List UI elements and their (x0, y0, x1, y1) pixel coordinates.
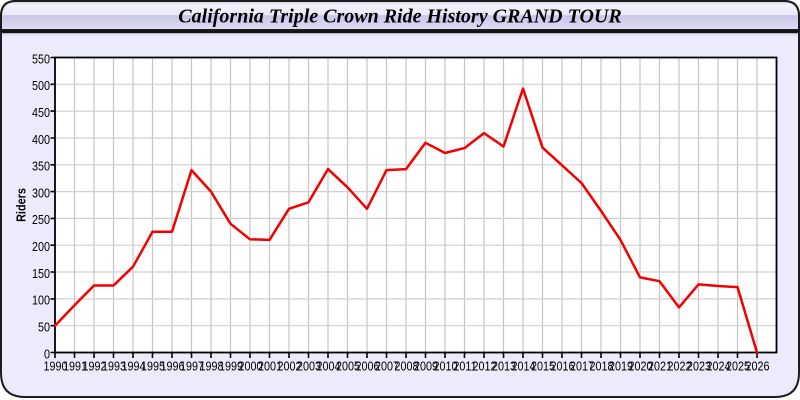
svg-text:100: 100 (32, 293, 50, 308)
svg-text:350: 350 (32, 159, 50, 174)
svg-text:400: 400 (32, 132, 50, 147)
svg-text:2026: 2026 (746, 358, 770, 373)
svg-text:2019: 2019 (609, 358, 633, 373)
svg-text:1997: 1997 (180, 358, 204, 373)
svg-text:1993: 1993 (102, 358, 126, 373)
svg-text:2025: 2025 (726, 358, 750, 373)
svg-text:1996: 1996 (161, 358, 185, 373)
svg-text:2000: 2000 (239, 358, 263, 373)
svg-text:2001: 2001 (258, 358, 282, 373)
svg-text:2005: 2005 (336, 358, 360, 373)
svg-text:0: 0 (44, 346, 50, 361)
svg-text:2013: 2013 (492, 358, 516, 373)
svg-text:2016: 2016 (551, 358, 575, 373)
svg-text:2018: 2018 (590, 358, 614, 373)
svg-text:2004: 2004 (317, 358, 341, 373)
svg-text:2008: 2008 (395, 358, 419, 373)
svg-text:50: 50 (38, 320, 50, 335)
svg-text:2006: 2006 (356, 358, 380, 373)
svg-text:150: 150 (32, 266, 50, 281)
svg-text:2012: 2012 (473, 358, 497, 373)
svg-text:California Triple Crown Ride H: California Triple Crown Ride History GRA… (178, 6, 621, 28)
svg-text:1990: 1990 (44, 358, 68, 373)
svg-text:1991: 1991 (63, 358, 87, 373)
svg-text:2003: 2003 (297, 358, 321, 373)
svg-text:Riders: Riders (15, 188, 29, 222)
svg-text:2021: 2021 (648, 358, 672, 373)
svg-text:1994: 1994 (122, 358, 146, 373)
svg-text:2022: 2022 (668, 358, 692, 373)
svg-text:1999: 1999 (219, 358, 243, 373)
svg-text:2023: 2023 (687, 358, 711, 373)
svg-text:2009: 2009 (414, 358, 438, 373)
svg-text:2007: 2007 (375, 358, 399, 373)
svg-text:500: 500 (32, 78, 50, 93)
svg-text:1992: 1992 (83, 358, 107, 373)
svg-text:2020: 2020 (629, 358, 653, 373)
svg-text:450: 450 (32, 105, 50, 120)
svg-text:2002: 2002 (278, 358, 302, 373)
svg-text:2014: 2014 (512, 358, 536, 373)
svg-text:1998: 1998 (200, 358, 224, 373)
svg-text:250: 250 (32, 212, 50, 227)
svg-text:550: 550 (32, 51, 50, 66)
svg-text:200: 200 (32, 239, 50, 254)
svg-text:300: 300 (32, 185, 50, 200)
svg-text:2015: 2015 (531, 358, 555, 373)
svg-text:2011: 2011 (453, 358, 477, 373)
svg-text:1995: 1995 (141, 358, 165, 373)
svg-text:2024: 2024 (707, 358, 731, 373)
svg-text:2010: 2010 (434, 358, 458, 373)
svg-text:2017: 2017 (570, 358, 594, 373)
